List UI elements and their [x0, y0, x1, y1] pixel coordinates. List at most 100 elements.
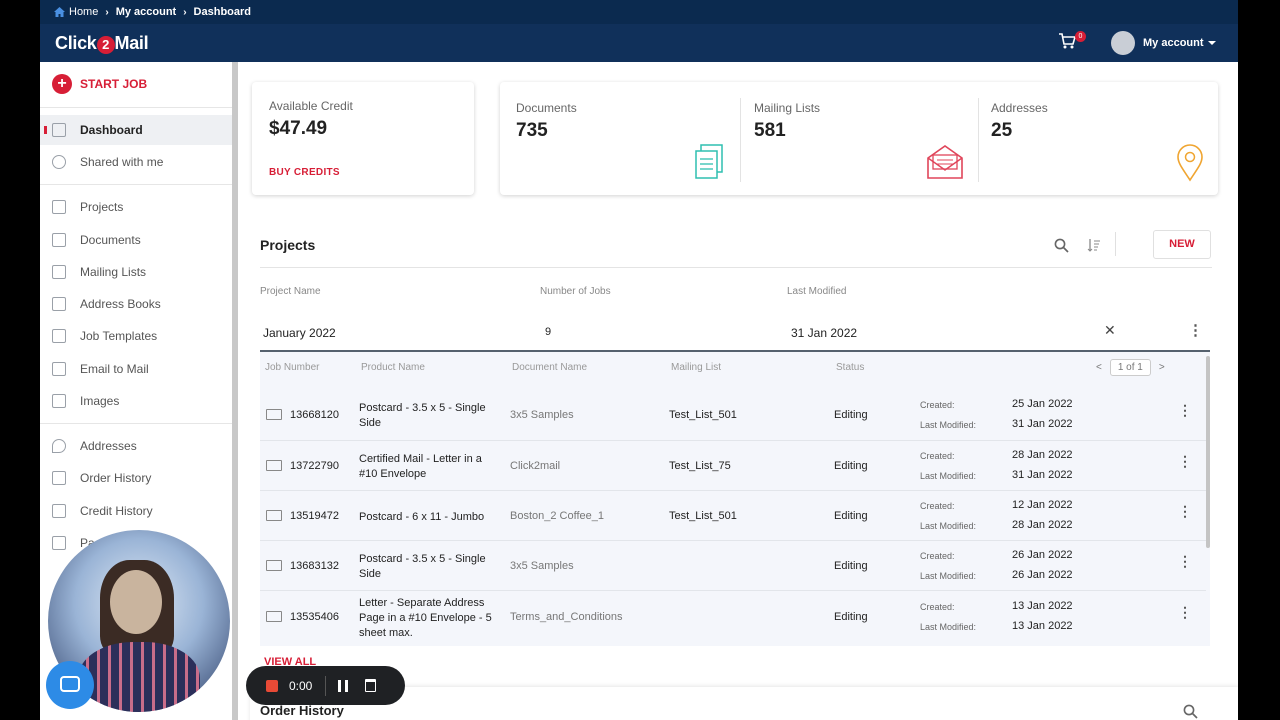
mailing-list: Test_List_501 — [669, 409, 737, 421]
trash-icon[interactable] — [365, 679, 377, 692]
sidebar-item-addresses[interactable]: Addresses — [40, 431, 232, 461]
chat-button[interactable] — [46, 661, 94, 709]
col-last-modified[interactable]: Last Modified — [787, 286, 847, 297]
account-menu[interactable]: My account — [1111, 31, 1216, 55]
start-job-label: START JOB — [80, 77, 148, 91]
project-jobs-count: 9 — [545, 326, 552, 338]
document-name: 3x5 Samples — [510, 560, 574, 572]
location-pin-icon — [1177, 144, 1203, 182]
table-row[interactable]: 13519472 Postcard - 6 x 11 - Jumbo Bosto… — [260, 491, 1206, 541]
sidebar-item-label: Images — [80, 394, 120, 408]
table-row[interactable]: 13683132 Postcard - 3.5 x 5 - Single Sid… — [260, 541, 1206, 591]
created-label: Created: — [920, 400, 955, 410]
modified-date: 26 Jan 2022 — [1012, 569, 1073, 581]
stop-record-button[interactable] — [266, 679, 278, 692]
buy-credits-link[interactable]: BUY CREDITS — [269, 167, 340, 178]
cart-button[interactable]: 0 — [1058, 31, 1086, 54]
sidebar-item-dashboard[interactable]: Dashboard — [40, 115, 232, 145]
more-vertical-icon[interactable]: ⋮ — [1178, 402, 1192, 418]
app-window: Home › My account › Dashboard Click 2 Mail… — [40, 0, 1238, 720]
location-pin-icon — [52, 439, 66, 453]
product-name: Postcard - 3.5 x 5 - Single Side — [359, 553, 486, 580]
breadcrumb-home[interactable]: Home — [69, 6, 99, 18]
col-number-of-jobs[interactable]: Number of Jobs — [540, 286, 611, 297]
credit-card: Available Credit $47.49 BUY CREDITS — [252, 82, 474, 195]
col-mailing-list[interactable]: Mailing List — [671, 362, 722, 373]
sidebar-item-label: Documents — [80, 233, 141, 247]
sidebar-item-label: Projects — [80, 200, 124, 214]
sidebar-item-job-templates[interactable]: Job Templates — [40, 321, 232, 351]
product-name: Postcard - 3.5 x 5 - Single Side — [359, 402, 486, 429]
sidebar-item-order-history[interactable]: Order History — [40, 463, 232, 493]
document-name: Click2mail — [510, 460, 561, 472]
template-icon — [52, 329, 66, 343]
sidebar-item-images[interactable]: Images — [40, 386, 232, 416]
sidebar-item-label: Order History — [80, 471, 152, 485]
mailing-lists-label: Mailing Lists — [754, 101, 821, 115]
pager-next-button[interactable]: > — [1158, 361, 1165, 373]
home-icon — [54, 7, 65, 17]
created-date: 28 Jan 2022 — [1012, 449, 1073, 461]
stat-divider — [978, 98, 979, 182]
email-icon — [52, 362, 66, 376]
new-project-button[interactable]: NEW — [1153, 230, 1211, 259]
table-row[interactable]: 13668120 Postcard - 3.5 x 5 - Single Sid… — [260, 390, 1206, 441]
sidebar-divider — [40, 423, 232, 424]
click2mail-logo[interactable]: Click 2 Mail — [55, 33, 149, 54]
more-vertical-icon[interactable]: ⋮ — [1188, 322, 1203, 339]
search-icon[interactable] — [1183, 704, 1198, 719]
col-job-number[interactable]: Job Number — [265, 362, 320, 373]
close-icon[interactable]: ✕ — [1104, 322, 1116, 338]
project-last-modified: 31 Jan 2022 — [791, 326, 858, 340]
col-document-name[interactable]: Document Name — [512, 362, 588, 373]
created-label: Created: — [920, 602, 955, 612]
more-vertical-icon[interactable]: ⋮ — [1178, 453, 1192, 469]
pager-prev-button[interactable]: < — [1096, 361, 1102, 373]
col-product-name[interactable]: Product Name — [361, 362, 425, 373]
col-project-name[interactable]: Project Name — [260, 286, 321, 297]
documents-value: 735 — [516, 120, 548, 141]
view-all-link[interactable]: VIEW ALL — [264, 656, 317, 668]
table-row[interactable]: 13722790 Certified Mail - Letter in a #1… — [260, 441, 1206, 491]
job-number: 13535406 — [290, 611, 339, 623]
order-history-title: Order History — [260, 703, 344, 718]
start-job-button[interactable]: + START JOB — [52, 74, 147, 94]
webcam-person-body — [78, 642, 200, 712]
projects-title: Projects — [260, 237, 316, 253]
sidebar-item-address-books[interactable]: Address Books — [40, 289, 232, 319]
modified-date: 31 Jan 2022 — [1012, 418, 1073, 430]
sidebar-item-email-to-mail[interactable]: Email to Mail — [40, 354, 232, 384]
col-status[interactable]: Status — [836, 362, 865, 373]
briefcase-icon — [52, 200, 66, 214]
more-vertical-icon[interactable]: ⋮ — [1178, 604, 1192, 620]
sidebar-scrollbar[interactable] — [232, 62, 238, 720]
documents-label: Documents — [516, 101, 577, 115]
jobs-scrollbar[interactable] — [1206, 356, 1210, 548]
stat-divider — [740, 98, 741, 182]
sidebar-divider — [40, 107, 232, 108]
pause-icon[interactable] — [338, 679, 349, 692]
cart-icon — [1059, 33, 1077, 49]
sidebar-item-credit-history[interactable]: Credit History — [40, 496, 232, 526]
breadcrumb-account[interactable]: My account — [115, 6, 177, 18]
sidebar-item-mailing-lists[interactable]: Mailing Lists — [40, 257, 232, 287]
search-icon[interactable] — [1054, 238, 1069, 253]
order-history-card: Order History — [250, 687, 1238, 720]
sidebar-item-shared[interactable]: Shared with me — [40, 147, 232, 177]
postcard-icon — [266, 409, 282, 420]
stats-card: Documents 735 Mailing Lists 581 Addresse… — [500, 82, 1218, 195]
top-navbar: Click 2 Mail 0 My account — [40, 24, 1238, 62]
letter-icon — [266, 611, 282, 622]
created-label: Created: — [920, 451, 955, 461]
sidebar-item-projects[interactable]: Projects — [40, 192, 232, 222]
more-vertical-icon[interactable]: ⋮ — [1178, 553, 1192, 569]
payment-icon — [52, 536, 66, 550]
avatar — [1111, 31, 1135, 55]
more-vertical-icon[interactable]: ⋮ — [1178, 503, 1192, 519]
job-number: 13722790 — [290, 460, 339, 472]
table-row[interactable]: 13535406 Letter - Separate Address Page … — [260, 591, 1206, 646]
active-marker — [44, 126, 47, 134]
order-icon — [52, 471, 66, 485]
sidebar-item-documents[interactable]: Documents — [40, 225, 232, 255]
sort-icon[interactable] — [1087, 238, 1101, 252]
